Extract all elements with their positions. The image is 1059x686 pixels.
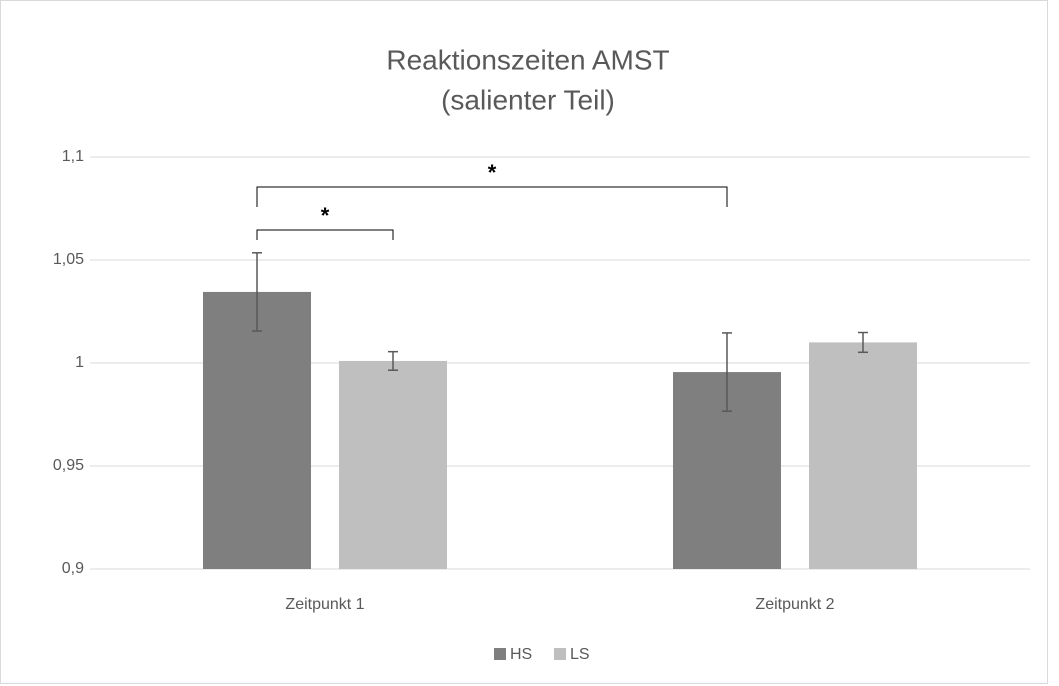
legend-label: LS (570, 646, 590, 663)
error-bar (388, 350, 398, 371)
legend-label: HS (510, 646, 532, 663)
error-bar (722, 332, 732, 412)
x-tick-label: Zeitpunkt 1 (285, 596, 364, 613)
x-tick-label: Zeitpunkt 2 (755, 596, 834, 613)
significance-star: * (488, 160, 497, 185)
chart-subtitle: (salienter Teil) (441, 84, 615, 115)
significance-bracket (256, 229, 394, 240)
error-bar (252, 252, 262, 332)
legend-swatch (554, 648, 566, 660)
significance-bracket (256, 186, 728, 207)
y-tick-label: 1 (75, 354, 84, 371)
legend-swatch (494, 648, 506, 660)
chart-title: Reaktionszeiten AMST (386, 44, 669, 75)
bar (809, 342, 917, 569)
y-tick-label: 0,95 (53, 457, 84, 474)
y-tick-label: 1,05 (53, 251, 84, 268)
y-tick-label: 1,1 (62, 148, 84, 165)
y-tick-label: 0,9 (62, 560, 84, 577)
bar (203, 291, 311, 569)
significance-star: * (321, 203, 330, 228)
error-bar (858, 331, 868, 354)
bar (339, 360, 447, 569)
